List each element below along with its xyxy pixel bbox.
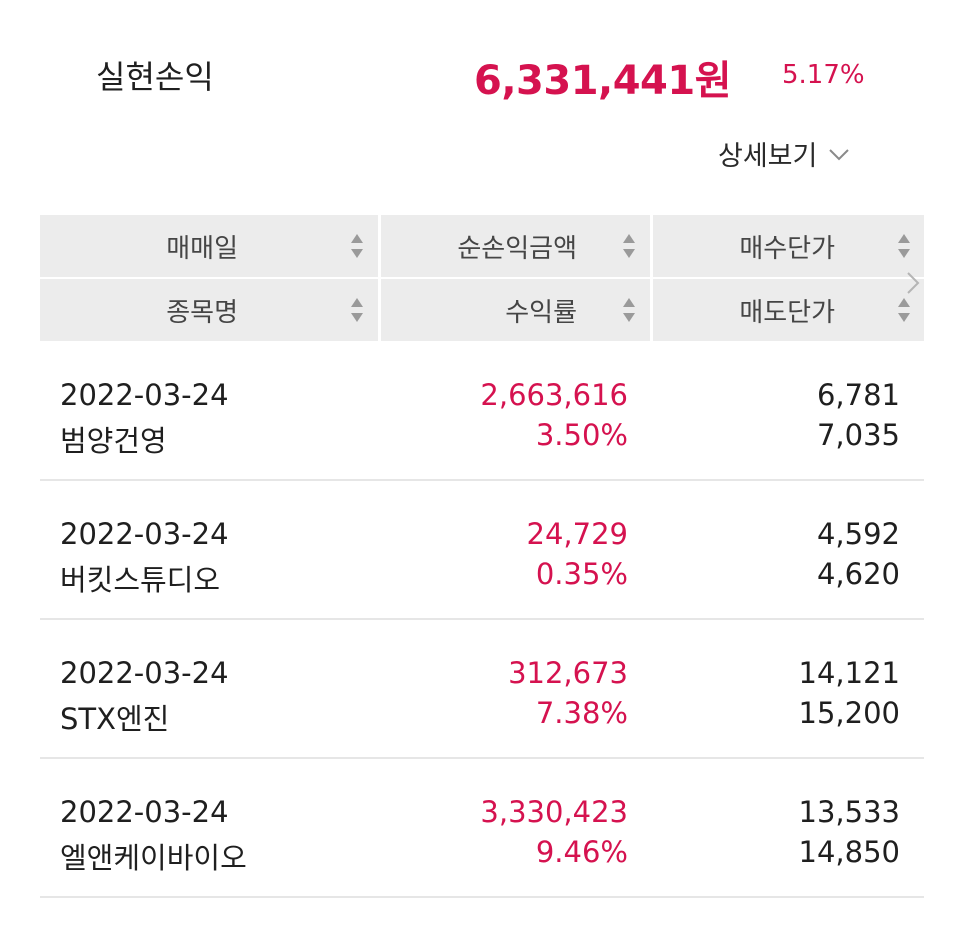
trade-list: 2022-03-24 범양건영 2,663,616 3.50% 6,781 7,… (40, 342, 924, 898)
header-label: 매도단가 (739, 297, 835, 328)
net-profit: 312,673 (508, 656, 628, 690)
sort-icon (898, 234, 910, 258)
buy-price: 13,533 (798, 795, 900, 829)
header-label: 매수단가 (739, 233, 835, 264)
trade-date: 2022-03-24 (60, 517, 229, 551)
header-label: 종목명 (166, 297, 238, 328)
summary-amount: 6,331,441원 (474, 58, 732, 104)
trade-date: 2022-03-24 (60, 378, 229, 412)
table-row[interactable]: 2022-03-24 엘앤케이바이오 3,330,423 9.46% 13,53… (40, 759, 924, 898)
summary-label: 실현손익 (96, 58, 214, 96)
sort-header-stock-name[interactable]: 종목명 (40, 279, 378, 341)
net-profit: 2,663,616 (480, 378, 628, 412)
stock-name: 버킷스튜디오 (60, 563, 221, 597)
sort-header-trade-date[interactable]: 매매일 (40, 215, 378, 277)
detail-toggle-button[interactable]: 상세보기 (718, 134, 851, 173)
net-profit: 24,729 (526, 517, 628, 551)
detail-toggle-label: 상세보기 (718, 141, 818, 172)
sort-header-return-rate[interactable]: 수익률 (381, 279, 650, 341)
trade-date: 2022-03-24 (60, 795, 229, 829)
buy-price: 4,592 (816, 517, 900, 551)
stock-name: 엘앤케이바이오 (60, 841, 247, 875)
net-profit: 3,330,423 (480, 795, 628, 829)
return-rate: 9.46% (535, 835, 628, 869)
sort-icon (623, 298, 635, 322)
sort-icon (351, 298, 363, 322)
sort-header-sell-price[interactable]: 매도단가 (653, 279, 924, 341)
sort-icon (351, 234, 363, 258)
header-label: 순손익금액 (457, 233, 577, 264)
sort-header-net-profit[interactable]: 순손익금액 (381, 215, 650, 277)
buy-price: 6,781 (816, 378, 900, 412)
stock-name: 범양건영 (60, 424, 167, 458)
sort-icon (898, 298, 910, 322)
return-rate: 3.50% (535, 418, 628, 452)
header-label: 수익률 (505, 297, 577, 328)
table-row[interactable]: 2022-03-24 버킷스튜디오 24,729 0.35% 4,592 4,6… (40, 481, 924, 620)
chevron-right-icon[interactable] (904, 270, 922, 296)
sell-price: 14,850 (798, 835, 900, 869)
sort-icon (623, 234, 635, 258)
table-header: 매매일 순손익금액 매수단가 종목명 수익률 매도단가 (40, 215, 924, 341)
header-label: 매매일 (166, 233, 238, 264)
summary-rate: 5.17% (782, 60, 865, 90)
realized-pnl-summary: 실현손익 6,331,441원 5.17% (0, 0, 966, 120)
buy-price: 14,121 (798, 656, 900, 690)
chevron-down-icon (829, 148, 850, 160)
sell-price: 15,200 (798, 696, 900, 730)
sell-price: 4,620 (816, 557, 900, 591)
return-rate: 7.38% (535, 696, 628, 730)
stock-name: STX엔진 (60, 702, 170, 736)
table-row[interactable]: 2022-03-24 범양건영 2,663,616 3.50% 6,781 7,… (40, 342, 924, 481)
trade-date: 2022-03-24 (60, 656, 229, 690)
sell-price: 7,035 (816, 418, 900, 452)
return-rate: 0.35% (535, 557, 628, 591)
table-row[interactable]: 2022-03-24 STX엔진 312,673 7.38% 14,121 15… (40, 620, 924, 759)
sort-header-buy-price[interactable]: 매수단가 (653, 215, 924, 277)
